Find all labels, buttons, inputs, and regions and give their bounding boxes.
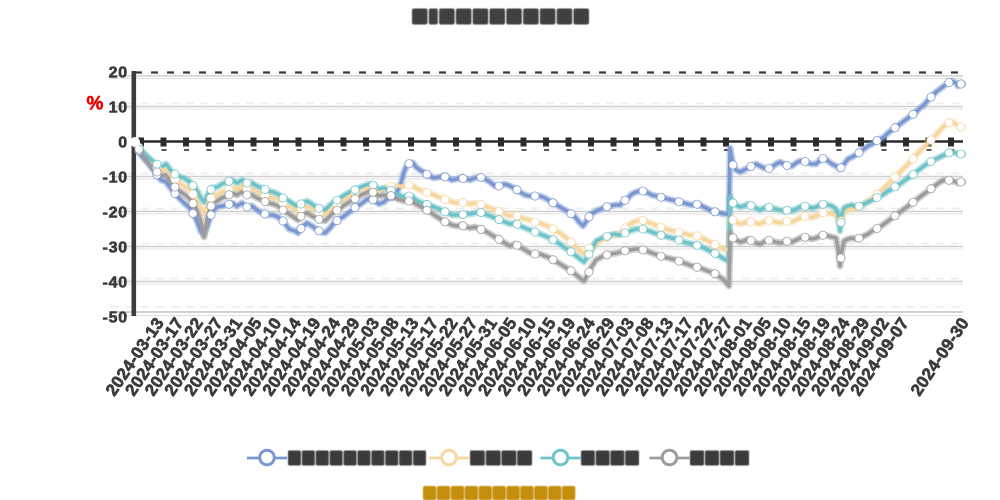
svg-text:0: 0: [118, 135, 128, 152]
svg-text:10: 10: [109, 100, 128, 117]
svg-text:%: %: [87, 94, 104, 115]
svg-text:-10: -10: [102, 170, 128, 187]
svg-text:20: 20: [109, 65, 128, 82]
svg-text:-40: -40: [102, 275, 128, 292]
svg-text:-30: -30: [102, 240, 128, 257]
svg-text:-50: -50: [102, 310, 128, 327]
svg-text:2024-09-30: 2024-09-30: [907, 314, 973, 399]
svg-text:-20: -20: [102, 205, 128, 222]
